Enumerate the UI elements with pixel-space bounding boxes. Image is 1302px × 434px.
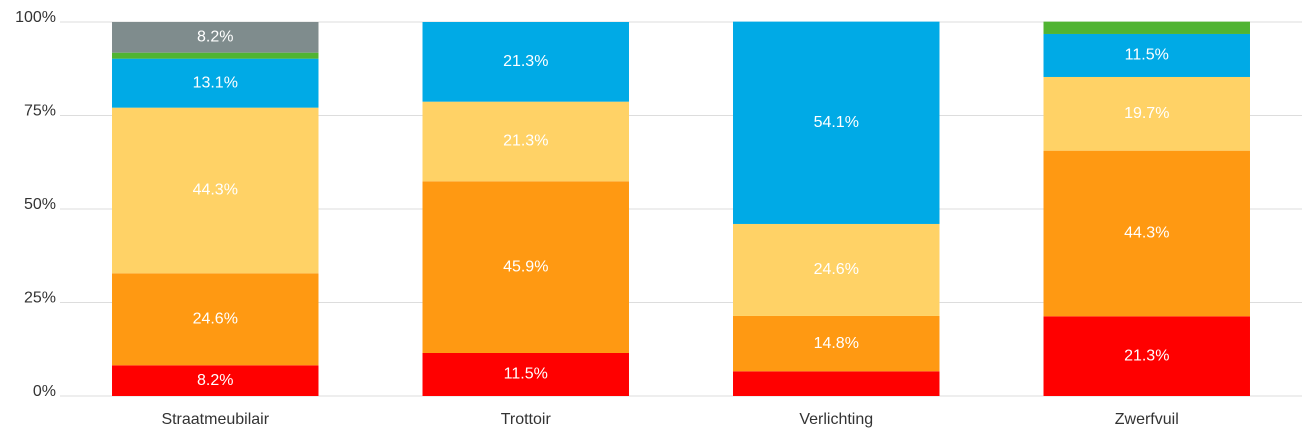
bar-segment (112, 58, 319, 108)
y-tick-label: 25% (24, 290, 56, 307)
data-label: 19.7% (1124, 105, 1169, 122)
bar-segment (422, 352, 629, 396)
x-tick-label: Zwerfvuil (1115, 411, 1179, 428)
bar-segment (733, 315, 940, 372)
bar-segment (733, 21, 940, 224)
data-label: 14.8% (814, 335, 859, 352)
data-label: 8.2% (197, 29, 233, 46)
data-label: 8.2% (197, 372, 233, 389)
bar-segment (112, 107, 319, 274)
bar-segment (112, 273, 319, 366)
data-label: 13.1% (193, 74, 238, 91)
bar-segment (112, 365, 319, 396)
data-label: 21.3% (503, 53, 548, 70)
x-tick-label: Straatmeubilair (161, 411, 269, 428)
data-label: 44.3% (1124, 225, 1169, 242)
bar-segment (422, 101, 629, 182)
data-label: 24.6% (193, 311, 238, 328)
bar-segment (1043, 33, 1250, 77)
bar-segment (422, 181, 629, 353)
data-label: 24.6% (814, 261, 859, 278)
bar-segment (733, 223, 940, 316)
y-tick-label: 50% (24, 196, 56, 213)
bar-segment (733, 371, 940, 396)
data-label: 54.1% (814, 114, 859, 131)
data-label: 45.9% (503, 258, 548, 275)
bar-segment (1043, 316, 1250, 396)
x-tick-label: Trottoir (501, 411, 552, 428)
y-tick-label: 0% (33, 383, 56, 400)
bar-segment (1043, 150, 1250, 317)
data-label: 11.5% (1125, 47, 1169, 64)
y-tick-label: 100% (15, 9, 56, 26)
data-label: 11.5% (504, 366, 548, 383)
data-label: 21.3% (503, 133, 548, 150)
bar-segment (1043, 76, 1250, 151)
bar-segment (1043, 21, 1250, 34)
x-tick-label: Verlichting (799, 411, 873, 428)
data-label: 21.3% (1124, 347, 1169, 364)
bar-segment (112, 22, 319, 53)
data-label: 44.3% (193, 182, 238, 199)
bar-segment (422, 22, 629, 102)
bar-segment (112, 52, 319, 59)
y-tick-label: 75% (24, 103, 56, 120)
